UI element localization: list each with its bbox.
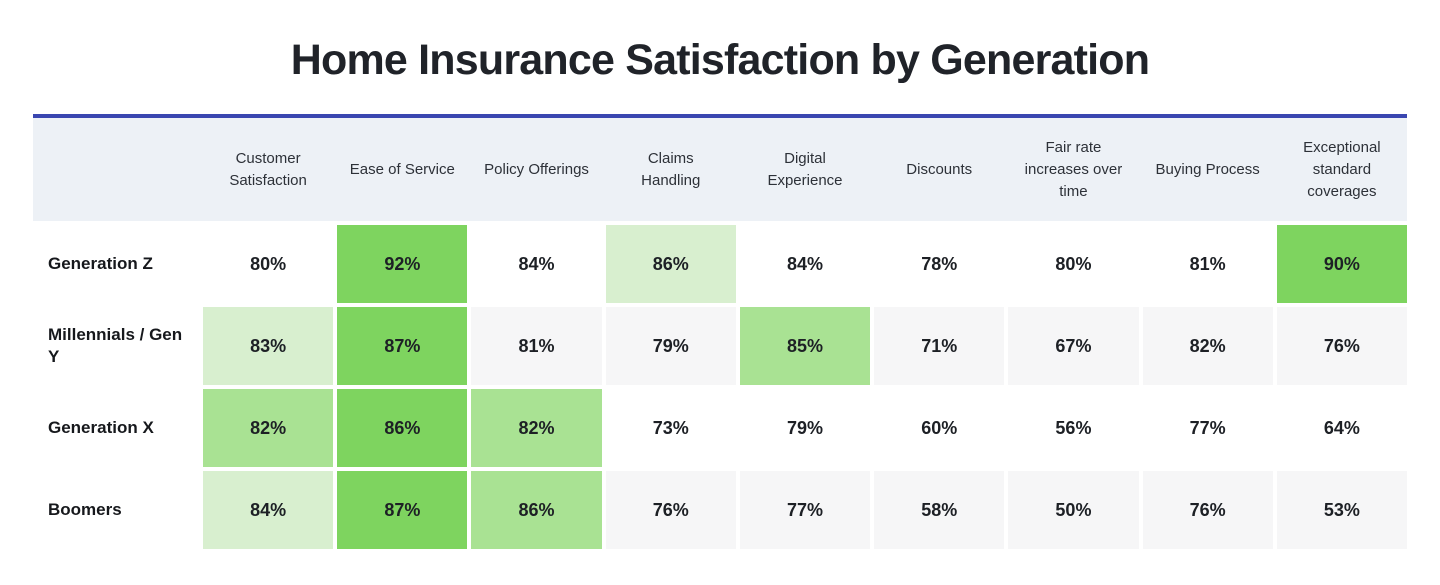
column-header-label: Discounts	[906, 161, 973, 179]
heatmap-cell: 78%	[874, 225, 1005, 304]
column-header-label: Buying Process	[1155, 161, 1260, 179]
column-header: Fair rate increases over time	[1008, 118, 1138, 221]
heatmap-cell: 84%	[203, 471, 334, 550]
column-header: Exceptional standard coverages	[1277, 118, 1407, 221]
heatmap-cell: 90%	[1276, 225, 1407, 304]
heatmap-cell: 82%	[1142, 307, 1273, 386]
heatmap-cell: 60%	[874, 389, 1005, 468]
heatmap-cell: 80%	[1008, 225, 1139, 304]
column-header-label: Exceptional standard coverages	[1303, 139, 1381, 200]
header-row: Customer Satisfaction Ease of Service Poli…	[33, 118, 1407, 222]
column-header-label: Ease of Service	[349, 161, 455, 179]
heatmap-cell: 67%	[1008, 307, 1139, 386]
heatmap-cell: 84%	[471, 225, 602, 304]
heatmap-cell: 81%	[471, 307, 602, 386]
heatmap-cell: 50%	[1008, 471, 1139, 550]
chart-title: Home Insurance Satisfaction by Generatio…	[290, 36, 1150, 84]
row-label: Generation Z	[33, 225, 199, 304]
heatmap-cell: 77%	[739, 471, 871, 550]
column-header-label: Claims Handling	[641, 150, 701, 189]
heatmap-cell: 76%	[1142, 471, 1273, 550]
heatmap-table: Customer Satisfaction Ease of Service Poli…	[33, 118, 1407, 550]
row-label: Boomers	[33, 471, 199, 550]
heatmap-cell: 86%	[471, 471, 602, 550]
heatmap-cell: 56%	[1008, 389, 1139, 468]
title-divider	[33, 114, 1407, 119]
heatmap-cell: 87%	[337, 307, 468, 386]
satisfaction-table: Customer Satisfaction Ease of Service Poli…	[33, 114, 1407, 550]
column-header-label: Policy Offerings	[484, 161, 589, 179]
column-header-label: Digital Experience	[767, 150, 843, 189]
table-row: Generation X 82% 86% 82% 73% 79% 60% 56% 77% 64%	[33, 389, 1407, 468]
header-corner	[33, 118, 199, 221]
heatmap-cell: 87%	[337, 471, 468, 550]
heatmap-cell: 86%	[337, 389, 468, 468]
heatmap-cell: 58%	[874, 471, 1005, 550]
table-row: Millennials / Gen Y 83% 87% 81% 79% 85% 71% 67%…	[33, 307, 1407, 386]
heatmap-cell: 53%	[1276, 471, 1407, 550]
column-header: Ease of Service	[337, 118, 467, 221]
column-header-label: Fair rate increases over time	[1024, 139, 1123, 200]
heatmap-cell: 64%	[1276, 389, 1407, 468]
heatmap-cell: 79%	[605, 307, 736, 386]
heatmap-cell: 92%	[337, 225, 468, 304]
heatmap-cell: 81%	[1142, 225, 1273, 304]
heatmap-cell: 82%	[471, 389, 602, 468]
heatmap-cell: 76%	[1276, 307, 1407, 386]
heatmap-cell: 86%	[605, 225, 736, 304]
column-header: Customer Satisfaction	[203, 118, 333, 221]
heatmap-cell: 83%	[203, 307, 334, 386]
heatmap-cell: 77%	[1142, 389, 1273, 468]
column-header: Claims Handling	[606, 118, 736, 221]
column-header: Buying Process	[1143, 118, 1273, 221]
heatmap-cell: 82%	[203, 389, 334, 468]
heatmap-cell: 84%	[739, 225, 871, 304]
heatmap-cell: 80%	[203, 225, 334, 304]
heatmap-cell: 76%	[605, 471, 736, 550]
heatmap-cell: 71%	[874, 307, 1005, 386]
heatmap-cell: 85%	[739, 307, 871, 386]
column-header: Digital Experience	[740, 118, 870, 221]
table-row: Boomers 84% 87% 86% 76% 77% 58% 50% 76% 53%	[33, 471, 1407, 550]
column-header: Policy Offerings	[471, 118, 601, 221]
heatmap-cell: 73%	[605, 389, 736, 468]
heatmap-cell: 79%	[739, 389, 871, 468]
table-row: Generation Z 80% 92% 84% 86% 84% 78% 80% 81% 90%	[33, 225, 1407, 304]
row-label: Millennials / Gen Y	[33, 307, 199, 386]
column-header-label: Customer Satisfaction	[229, 150, 307, 189]
row-label: Generation X	[33, 389, 199, 468]
column-header: Discounts	[874, 118, 1004, 221]
